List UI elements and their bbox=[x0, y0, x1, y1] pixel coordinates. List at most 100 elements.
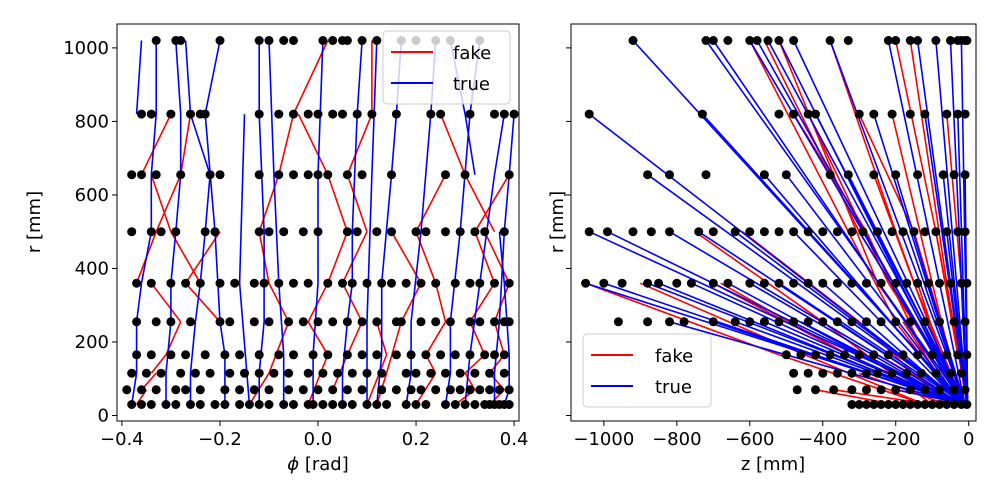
fake-track-segment bbox=[778, 354, 926, 406]
hit-point bbox=[829, 385, 839, 395]
true-track-segment bbox=[829, 40, 966, 405]
hit-point bbox=[205, 170, 215, 180]
hit-point bbox=[470, 368, 480, 378]
hit-point bbox=[931, 368, 941, 378]
hit-point bbox=[441, 400, 450, 409]
hit-point bbox=[935, 278, 944, 288]
hit-point bbox=[883, 350, 893, 360]
hit-point bbox=[796, 350, 806, 360]
hit-point bbox=[362, 400, 372, 409]
hit-point bbox=[485, 368, 495, 378]
hit-point bbox=[254, 368, 264, 378]
fake-track-segment bbox=[400, 282, 422, 323]
true-track-segment bbox=[194, 283, 202, 322]
true-track-segment bbox=[847, 174, 966, 405]
right-y-ticks bbox=[566, 47, 571, 416]
true-track-segment bbox=[346, 283, 354, 322]
hit-point bbox=[416, 385, 426, 395]
hit-point bbox=[946, 368, 955, 378]
hit-point bbox=[235, 385, 245, 395]
hit-point bbox=[909, 227, 919, 237]
x-tick-label: −800 bbox=[652, 429, 701, 450]
hit-point bbox=[132, 317, 142, 327]
hit-point bbox=[151, 36, 161, 45]
hit-point bbox=[357, 317, 367, 327]
hit-point bbox=[127, 368, 137, 378]
fake-track-segment bbox=[807, 113, 890, 284]
hit-point bbox=[628, 36, 638, 45]
hit-point bbox=[195, 278, 205, 288]
hit-point bbox=[274, 170, 284, 180]
hit-point bbox=[166, 350, 176, 360]
true-track-segment bbox=[140, 231, 153, 284]
hit-point bbox=[289, 278, 298, 288]
hit-point bbox=[759, 278, 769, 288]
true-track-segment bbox=[508, 114, 515, 175]
hit-point bbox=[862, 400, 871, 409]
hit-point bbox=[416, 278, 426, 288]
right-hits bbox=[581, 36, 972, 409]
hit-point bbox=[254, 400, 264, 409]
hit-point bbox=[200, 109, 210, 119]
hit-point bbox=[431, 278, 441, 288]
fake-track-segment bbox=[469, 282, 496, 323]
hit-point bbox=[847, 368, 857, 378]
hit-point bbox=[891, 278, 901, 288]
hit-point bbox=[832, 278, 842, 288]
hit-point bbox=[891, 170, 901, 180]
hit-point bbox=[372, 317, 382, 327]
hit-point bbox=[854, 109, 864, 119]
hit-point bbox=[774, 109, 784, 119]
hit-point bbox=[470, 227, 480, 237]
true-track-segment bbox=[464, 354, 471, 405]
hit-point bbox=[803, 278, 813, 288]
hit-point bbox=[372, 350, 382, 360]
true-track-segment bbox=[410, 231, 422, 322]
hit-point bbox=[357, 170, 367, 180]
hit-point bbox=[646, 227, 656, 237]
hit-point bbox=[127, 170, 137, 180]
fake-track-segment bbox=[858, 372, 948, 406]
hit-point bbox=[230, 278, 240, 288]
hit-point bbox=[891, 385, 901, 395]
fake-track-segment bbox=[439, 113, 466, 175]
hit-point bbox=[328, 36, 338, 45]
fake-track-segment bbox=[415, 372, 437, 405]
hit-point bbox=[141, 368, 151, 378]
hit-point bbox=[825, 36, 835, 45]
true-track-segment bbox=[219, 321, 226, 355]
hit-point bbox=[789, 109, 799, 119]
hit-point bbox=[445, 385, 455, 395]
hit-point bbox=[338, 400, 347, 409]
true-track-segment bbox=[792, 40, 966, 405]
fake-track-segment bbox=[749, 40, 850, 233]
hit-point bbox=[441, 227, 450, 237]
hit-point bbox=[962, 36, 972, 45]
true-track-segment bbox=[800, 321, 962, 406]
hit-point bbox=[195, 385, 205, 395]
hit-point bbox=[151, 385, 161, 395]
true-track-segment bbox=[189, 113, 211, 175]
y-tick-label: 600 bbox=[75, 185, 109, 206]
fake-track-segment bbox=[170, 231, 201, 284]
true-track-segment bbox=[420, 114, 432, 232]
x-tick-label: 0.4 bbox=[500, 429, 529, 450]
hit-point bbox=[847, 385, 857, 395]
true-track-segment bbox=[493, 321, 501, 374]
fake-track-segment bbox=[150, 174, 172, 232]
hit-point bbox=[342, 317, 352, 327]
hit-point bbox=[313, 109, 323, 119]
hit-point bbox=[274, 350, 284, 360]
hit-point bbox=[338, 109, 347, 119]
true-track-segment bbox=[964, 174, 969, 405]
true-track-segment bbox=[749, 40, 966, 405]
hit-point bbox=[938, 170, 948, 180]
hit-point bbox=[905, 36, 915, 45]
true-track-segment bbox=[647, 282, 962, 406]
hit-point bbox=[284, 317, 294, 327]
hit-point bbox=[599, 278, 609, 288]
hit-point bbox=[215, 170, 225, 180]
hit-point bbox=[362, 278, 372, 288]
true-track-segment bbox=[204, 174, 211, 232]
